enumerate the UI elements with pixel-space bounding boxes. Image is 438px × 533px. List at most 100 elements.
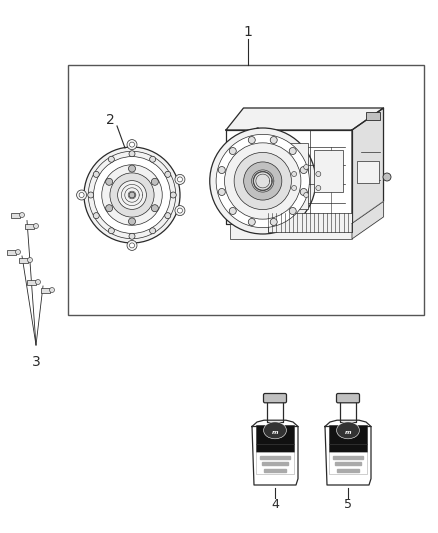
Circle shape bbox=[270, 219, 277, 225]
Polygon shape bbox=[226, 130, 352, 223]
Circle shape bbox=[152, 205, 159, 212]
Circle shape bbox=[175, 174, 185, 184]
Polygon shape bbox=[340, 401, 356, 422]
Circle shape bbox=[316, 172, 321, 176]
Circle shape bbox=[129, 192, 135, 198]
Circle shape bbox=[88, 192, 94, 198]
Circle shape bbox=[33, 223, 39, 229]
Bar bbox=[230, 223, 352, 239]
Polygon shape bbox=[352, 201, 384, 239]
Circle shape bbox=[316, 185, 321, 190]
Circle shape bbox=[289, 207, 296, 214]
Bar bbox=[41, 287, 50, 293]
Circle shape bbox=[129, 151, 135, 157]
Circle shape bbox=[128, 218, 135, 225]
Bar bbox=[261, 463, 288, 465]
Circle shape bbox=[292, 172, 297, 176]
Bar bbox=[357, 161, 379, 183]
Circle shape bbox=[108, 156, 114, 162]
Polygon shape bbox=[226, 108, 384, 130]
Circle shape bbox=[150, 228, 155, 234]
Ellipse shape bbox=[336, 422, 360, 439]
Circle shape bbox=[229, 207, 236, 214]
Text: m: m bbox=[345, 430, 351, 435]
Circle shape bbox=[128, 165, 135, 172]
Circle shape bbox=[15, 249, 21, 254]
Circle shape bbox=[130, 142, 134, 147]
Circle shape bbox=[93, 172, 99, 177]
Text: 4: 4 bbox=[271, 497, 279, 511]
Text: 1: 1 bbox=[244, 25, 252, 39]
Circle shape bbox=[175, 206, 185, 215]
Circle shape bbox=[289, 148, 296, 155]
Bar bbox=[336, 469, 360, 472]
Circle shape bbox=[49, 287, 54, 293]
Circle shape bbox=[106, 179, 113, 185]
Circle shape bbox=[177, 177, 183, 182]
Circle shape bbox=[108, 228, 114, 234]
Circle shape bbox=[216, 134, 309, 228]
Bar bbox=[11, 213, 20, 217]
Circle shape bbox=[165, 172, 171, 177]
Bar bbox=[366, 112, 380, 120]
Bar bbox=[256, 443, 294, 453]
Circle shape bbox=[218, 166, 225, 174]
Ellipse shape bbox=[264, 422, 286, 439]
Ellipse shape bbox=[121, 192, 142, 209]
Text: 2: 2 bbox=[106, 113, 114, 127]
Bar bbox=[270, 143, 308, 209]
Bar bbox=[335, 463, 361, 465]
Circle shape bbox=[248, 219, 255, 225]
Bar bbox=[333, 456, 363, 459]
Bar bbox=[68, 65, 424, 315]
Circle shape bbox=[102, 165, 162, 225]
Circle shape bbox=[304, 165, 309, 169]
Circle shape bbox=[79, 192, 84, 198]
Text: 5: 5 bbox=[344, 497, 352, 511]
Circle shape bbox=[35, 279, 40, 285]
Circle shape bbox=[253, 172, 272, 190]
Bar bbox=[314, 150, 343, 191]
Bar bbox=[25, 223, 34, 229]
Circle shape bbox=[225, 143, 301, 219]
Circle shape bbox=[129, 233, 135, 239]
Bar bbox=[256, 425, 294, 443]
Bar bbox=[27, 279, 36, 285]
Circle shape bbox=[165, 213, 171, 219]
Polygon shape bbox=[252, 426, 298, 485]
FancyBboxPatch shape bbox=[336, 393, 360, 403]
Circle shape bbox=[127, 240, 137, 251]
Polygon shape bbox=[352, 108, 384, 223]
Circle shape bbox=[218, 189, 225, 196]
Circle shape bbox=[93, 213, 99, 219]
Circle shape bbox=[150, 156, 155, 162]
Circle shape bbox=[270, 136, 277, 143]
Circle shape bbox=[152, 179, 159, 185]
Polygon shape bbox=[252, 420, 298, 426]
Circle shape bbox=[383, 173, 391, 181]
Circle shape bbox=[170, 192, 176, 198]
Circle shape bbox=[20, 213, 25, 217]
Bar bbox=[7, 249, 16, 254]
Bar bbox=[260, 456, 290, 459]
Circle shape bbox=[234, 152, 291, 209]
Bar bbox=[268, 213, 352, 232]
Circle shape bbox=[84, 147, 180, 243]
Text: m: m bbox=[272, 430, 278, 435]
Circle shape bbox=[177, 208, 183, 213]
Polygon shape bbox=[118, 149, 127, 241]
Circle shape bbox=[300, 166, 307, 174]
Circle shape bbox=[229, 148, 236, 155]
Circle shape bbox=[106, 205, 113, 212]
Circle shape bbox=[94, 157, 170, 233]
Text: 3: 3 bbox=[32, 355, 40, 369]
Bar bbox=[329, 425, 367, 443]
Bar bbox=[329, 443, 367, 453]
Polygon shape bbox=[325, 426, 371, 485]
Circle shape bbox=[77, 190, 87, 200]
Circle shape bbox=[248, 136, 255, 143]
Bar bbox=[19, 257, 28, 262]
Bar bbox=[329, 453, 367, 474]
Circle shape bbox=[292, 185, 297, 190]
Circle shape bbox=[110, 173, 154, 217]
